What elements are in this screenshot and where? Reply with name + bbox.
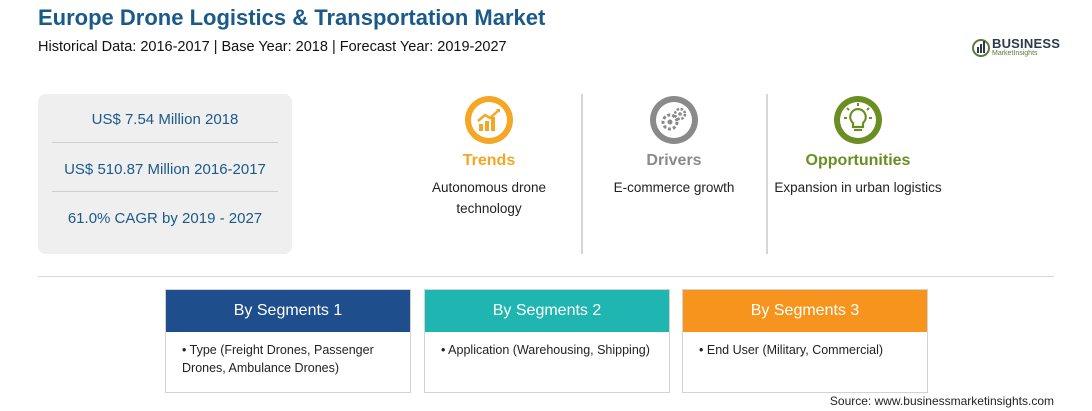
gears-icon — [650, 96, 698, 144]
trends-text: Autonomous drone technology — [431, 180, 547, 216]
divider — [52, 142, 278, 143]
opportunities-column: Opportunities Expansion in urban logisti… — [768, 94, 948, 198]
logo-name: BUSINESS — [992, 36, 1061, 51]
stat-market-value-2018: US$ 7.54 Million 2018 — [91, 111, 239, 128]
segment-2-title: By Segments 2 — [425, 290, 669, 332]
trend-chart-icon — [465, 96, 513, 144]
stat-cagr: 61.0% CAGR by 2019 - 2027 — [67, 210, 263, 227]
trends-column: Trends Autonomous drone technology — [399, 94, 579, 219]
page-subtitle: Historical Data: 2016-2017 | Base Year: … — [38, 39, 507, 55]
lightbulb-icon — [834, 96, 882, 144]
opportunities-text: Expansion in urban logistics — [774, 180, 942, 195]
segment-card-1: By Segments 1 • Type (Freight Drones, Pa… — [165, 289, 411, 393]
segment-3-title: By Segments 3 — [683, 290, 927, 332]
column-divider — [766, 94, 768, 254]
logo-tagline: MarketInsights — [992, 50, 1038, 57]
segment-3-item-text: End User (Military, Commercial) — [706, 343, 884, 357]
source-credit: Source: www.businessmarketinsights.com — [829, 394, 1054, 408]
segment-card-3: By Segments 3 • End User (Military, Comm… — [682, 289, 928, 393]
globe-chart-icon — [972, 39, 990, 57]
segment-3-item: • End User (Military, Commercial) — [699, 343, 884, 357]
drivers-heading: Drivers — [646, 152, 702, 169]
segment-1-title: By Segments 1 — [166, 290, 410, 332]
segment-2-item-text: Application (Warehousing, Shipping) — [448, 343, 650, 357]
divider — [52, 191, 278, 192]
segment-card-2: By Segments 2 • Application (Warehousing… — [424, 289, 670, 393]
opportunities-heading: Opportunities — [805, 152, 911, 169]
section-divider — [38, 276, 1054, 277]
segment-1-item-text: Type (Freight Drones, Passenger Drones, … — [182, 343, 374, 375]
brand-logo: BUSINESS MarketInsights — [970, 35, 1060, 61]
drivers-column: Drivers E-commerce growth — [584, 94, 764, 198]
segment-2-item: • Application (Warehousing, Shipping) — [441, 343, 650, 357]
drivers-text: E-commerce growth — [613, 180, 735, 195]
trends-heading: Trends — [462, 152, 516, 169]
segment-1-item: • Type (Freight Drones, Passenger Drones… — [182, 343, 374, 375]
page-title: Europe Drone Logistics & Transportation … — [38, 5, 546, 30]
stats-panel: US$ 7.54 Million 2018 US$ 510.87 Million… — [38, 94, 292, 254]
stat-historical-value: US$ 510.87 Million 2016-2017 — [64, 161, 266, 178]
column-divider — [581, 94, 583, 254]
